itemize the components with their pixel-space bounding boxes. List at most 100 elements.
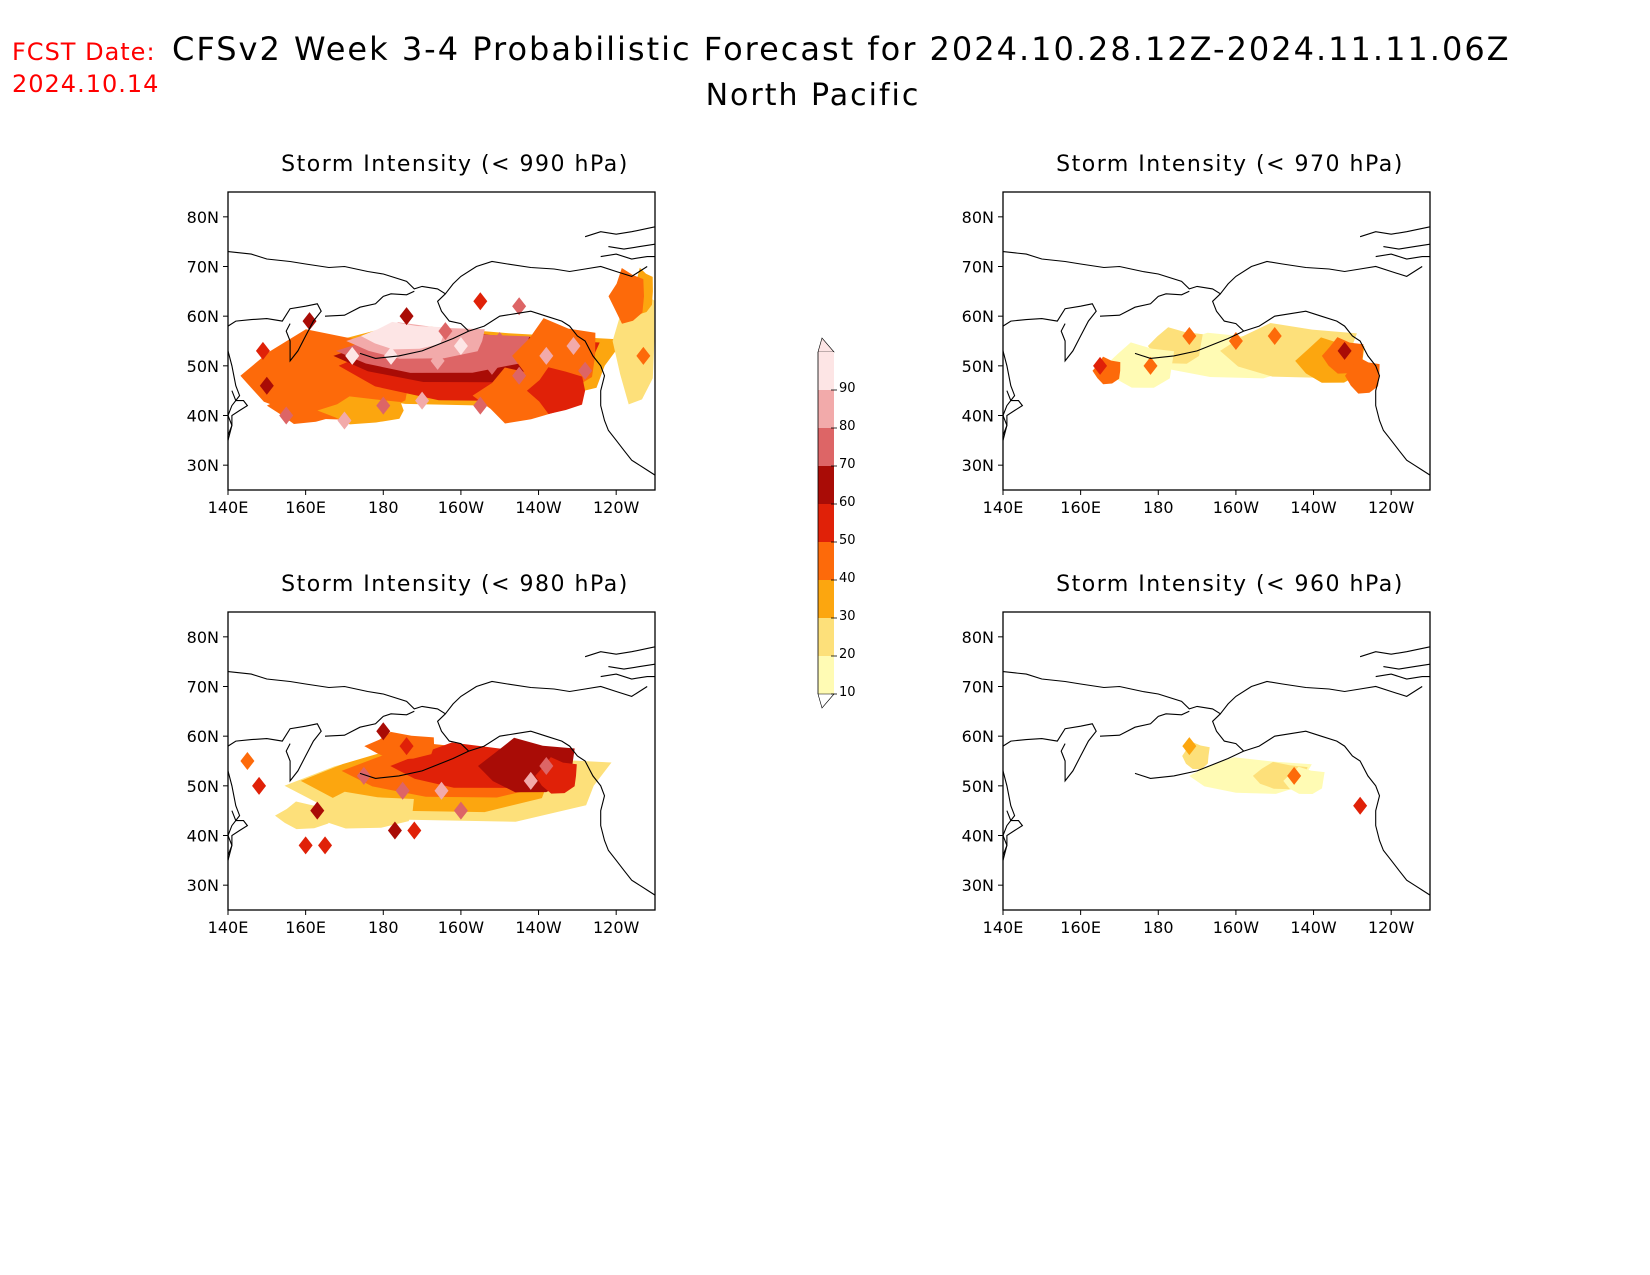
- coastline: [1383, 663, 1431, 670]
- probability-cell: [399, 737, 414, 756]
- coastline: [227, 303, 322, 363]
- probability-field: [240, 722, 612, 855]
- colorbar-swatch: [818, 542, 834, 580]
- probability-cell: [438, 322, 453, 341]
- lon-tick-label: 160W: [1213, 498, 1260, 517]
- probability-cell: [376, 722, 391, 741]
- coastline: [1099, 290, 1190, 317]
- lat-tick-label: 40N: [962, 407, 994, 426]
- colorbar-tick-label: 60: [839, 495, 856, 510]
- probability-contour: [360, 321, 445, 350]
- coastline: [1134, 713, 1245, 779]
- probability-cell: [399, 307, 414, 326]
- colorbar-swatch: [818, 428, 834, 466]
- colorbar-tick-label: 40: [839, 571, 856, 586]
- probability-cell: [434, 781, 449, 800]
- colorbar-swatch: [818, 504, 834, 542]
- coastline: [1375, 673, 1430, 680]
- map-frame: [1002, 611, 1431, 911]
- lat-tick-label: 30N: [187, 876, 219, 895]
- map-panel-980: 140E 160E 180 160W 140W 120W 80N 70N 60N 50N 40N 30…: [187, 611, 656, 937]
- probability-contour: [526, 367, 586, 414]
- coastline: [324, 710, 415, 737]
- coastline: [608, 663, 656, 670]
- colorbar-bottom-tip: [817, 693, 835, 709]
- colorbar-swatch: [818, 466, 834, 504]
- probability-contour: [364, 731, 435, 760]
- lat-tick-label: 70N: [962, 258, 994, 277]
- page-title: CFSv2 Week 3-4 Probabilistic Forecast fo…: [172, 30, 1511, 68]
- probability-cell: [395, 781, 410, 800]
- lat-tick-label: 60N: [962, 307, 994, 326]
- lon-tick-label: 160W: [438, 918, 485, 937]
- coastline: [1243, 730, 1431, 896]
- lat-tick-label: 50N: [187, 777, 219, 796]
- region-title-text: North Pacific: [705, 78, 921, 113]
- colorbar-swatch: [818, 580, 834, 618]
- lat-tick-label: 70N: [187, 678, 219, 697]
- probability-cell: [539, 756, 554, 775]
- coastline: [1002, 390, 1024, 441]
- lat-tick-label: 50N: [962, 777, 994, 796]
- lon-tick-label: 180: [368, 498, 399, 517]
- probability-cell: [1353, 796, 1368, 815]
- probability-cell: [302, 312, 317, 331]
- lon-tick-label: 120W: [1368, 498, 1415, 517]
- coastline: [1243, 310, 1431, 476]
- probability-cell: [492, 761, 507, 780]
- colorbar-swatch: [818, 390, 834, 428]
- colorbar-swatch: [818, 352, 834, 390]
- coastline: [1002, 810, 1024, 861]
- probability-cell: [384, 346, 399, 365]
- probability-cell: [356, 766, 371, 785]
- probability-cell: [1182, 327, 1197, 346]
- coastline: [227, 251, 648, 295]
- coastline: [600, 673, 655, 680]
- probability-cell: [345, 346, 360, 365]
- probability-cell: [1267, 327, 1282, 346]
- lat-tick-label: 40N: [187, 827, 219, 846]
- lon-tick-label: 160E: [285, 498, 326, 517]
- coastline-group: [227, 646, 656, 896]
- lat-tick-label: 60N: [962, 727, 994, 746]
- map-frame: [1002, 191, 1431, 491]
- coastline: [227, 723, 322, 783]
- probability-cell: [484, 356, 499, 375]
- lon-tick-label: 180: [1143, 918, 1174, 937]
- coastline: [468, 310, 656, 476]
- probability-cell: [310, 801, 325, 820]
- probability-cell: [376, 396, 391, 415]
- lon-tick-label: 140W: [1290, 918, 1337, 937]
- lat-tick-label: 80N: [187, 628, 219, 647]
- colorbar-tick-label: 20: [839, 647, 856, 662]
- lat-tick-label: 50N: [187, 357, 219, 376]
- coastline: [324, 290, 415, 317]
- lon-tick-label: 140W: [515, 918, 562, 937]
- lon-tick-label: 120W: [1368, 918, 1415, 937]
- probability-cell: [1228, 332, 1243, 350]
- panel-title-960: Storm Intensity (< 960 hPa): [1056, 572, 1404, 597]
- colorbar-swatch: [818, 656, 834, 694]
- lat-tick-label: 80N: [962, 628, 994, 647]
- coastline: [1099, 710, 1190, 737]
- probability-cell: [453, 336, 468, 355]
- coastline: [1359, 646, 1431, 658]
- map-frame: [227, 611, 656, 911]
- map-panel-960: 140E 160E 180 160W 140W 120W 80N 70N 60N 50N 40N 30…: [962, 611, 1431, 937]
- probability-contour: [1105, 342, 1175, 388]
- coastline: [227, 390, 249, 441]
- panel-title-980: Storm Intensity (< 980 hPa): [281, 572, 629, 597]
- lat-tick-label: 60N: [187, 307, 219, 326]
- probability-cell: [298, 836, 313, 855]
- lon-tick-label: 160E: [1060, 918, 1101, 937]
- forecast-date-block: FCST Date: 2024.10.14: [12, 36, 159, 100]
- probability-cell: [407, 821, 422, 840]
- lon-tick-label: 120W: [593, 918, 640, 937]
- lon-tick-label: 140E: [208, 498, 249, 517]
- lon-tick-label: 160E: [1060, 498, 1101, 517]
- panel-title-970: Storm Intensity (< 970 hPa): [1056, 152, 1404, 177]
- lat-tick-label: 80N: [962, 208, 994, 227]
- probability-cell: [337, 411, 352, 430]
- coastline: [227, 810, 249, 861]
- coastline-group: [1002, 226, 1431, 476]
